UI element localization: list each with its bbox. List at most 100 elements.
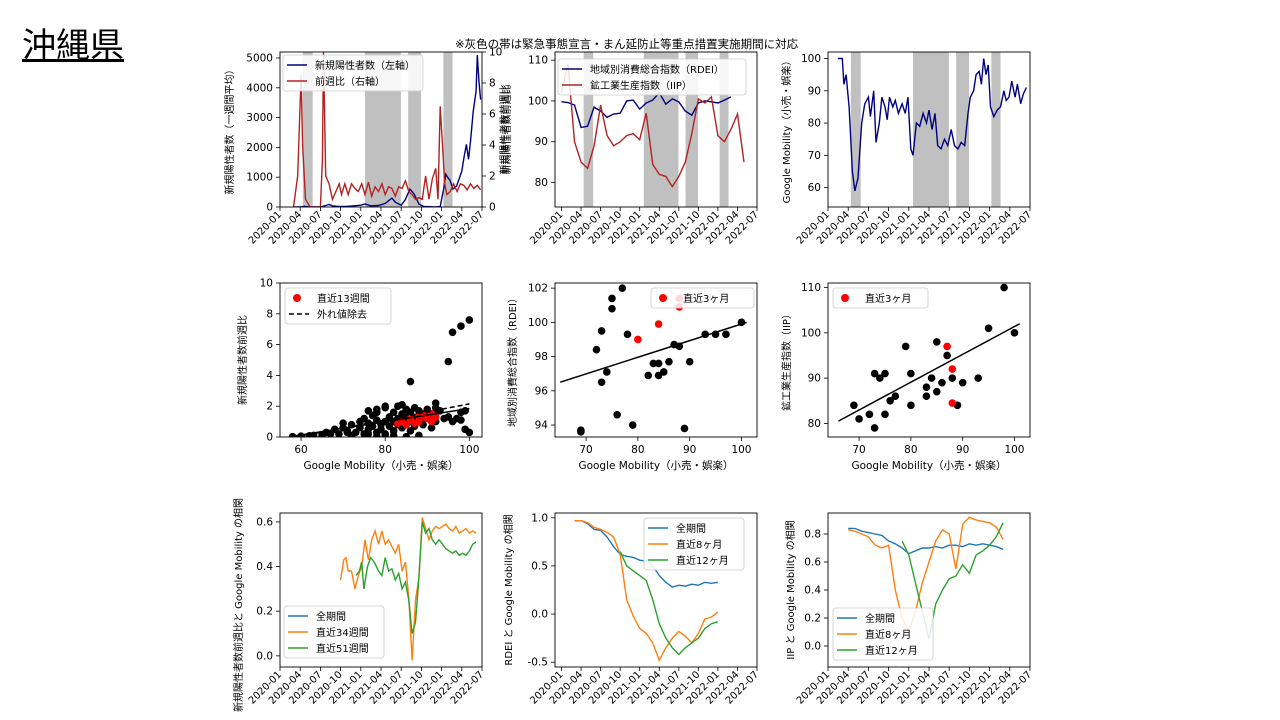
legend-label: 鉱工業生産指数（IIP） bbox=[590, 79, 692, 92]
data-point bbox=[372, 432, 381, 437]
series-line-3 bbox=[901, 522, 1004, 640]
y-tick-label: 0.4 bbox=[256, 561, 273, 573]
data-point bbox=[339, 419, 347, 427]
data-point bbox=[855, 415, 863, 423]
data-point bbox=[870, 424, 879, 432]
data-point bbox=[597, 378, 606, 387]
axes-frame bbox=[554, 282, 758, 438]
y-tick-label: 100 bbox=[528, 317, 548, 329]
emergency-band bbox=[956, 52, 970, 207]
axes-frame bbox=[279, 282, 483, 438]
x-axis-label: Google Mobility（小売・娯楽） bbox=[851, 459, 1006, 472]
data-point bbox=[364, 407, 373, 415]
data-point bbox=[659, 368, 668, 376]
data-point bbox=[628, 421, 637, 429]
data-point bbox=[623, 330, 632, 339]
emergency-band bbox=[719, 52, 729, 207]
plot-area bbox=[339, 517, 477, 661]
data-point bbox=[680, 424, 689, 433]
emergency-band bbox=[991, 52, 1001, 207]
data-point bbox=[448, 328, 457, 337]
y-tick-label: 70 bbox=[808, 150, 821, 162]
y-tick-label: 90 bbox=[535, 136, 548, 148]
x-tick-label: 100 bbox=[731, 444, 751, 456]
y2-tick-label: 8 bbox=[489, 78, 496, 90]
data-point bbox=[602, 368, 611, 376]
y-tick-label: 90 bbox=[808, 373, 821, 385]
emergency-band bbox=[912, 52, 949, 207]
data-point bbox=[943, 351, 951, 360]
y-axis-label: 新規陽性者数前週比 bbox=[236, 315, 249, 405]
chart-corr_rdei: 2020-012020-042020-072020-102021-012021-… bbox=[502, 512, 761, 706]
data-point bbox=[644, 371, 653, 380]
y-tick-label: 3000 bbox=[246, 112, 273, 124]
y-tick-label: 80 bbox=[808, 118, 821, 130]
y-tick-label: 80 bbox=[808, 418, 821, 430]
y2-tick-label: 6 bbox=[489, 109, 496, 121]
data-point bbox=[958, 378, 967, 387]
data-point bbox=[389, 431, 398, 437]
legend-marker bbox=[659, 294, 667, 302]
y2-tick-label: 0 bbox=[489, 202, 496, 214]
data-point bbox=[922, 392, 931, 401]
data-point bbox=[722, 330, 730, 339]
chart-cases: 2020-012020-042020-072020-102021-012021-… bbox=[223, 47, 513, 247]
legend-label: 全期間 bbox=[316, 610, 346, 623]
series-line-2 bbox=[560, 64, 745, 188]
series-line-2 bbox=[355, 521, 477, 634]
series-line-1 bbox=[837, 57, 1028, 192]
data-point bbox=[381, 432, 390, 437]
legend-box bbox=[832, 607, 934, 661]
y-axis-label: 新規陽性者数前週比と Google Mobility の相関 bbox=[232, 498, 245, 712]
data-point bbox=[457, 416, 465, 424]
y-tick-label: 0.2 bbox=[804, 613, 821, 625]
fit-line bbox=[292, 407, 470, 437]
y-tick-label: 94 bbox=[535, 420, 549, 432]
y-tick-label: 0 bbox=[266, 432, 273, 444]
y-tick-label: 0.6 bbox=[804, 557, 821, 569]
fit-line-dashed bbox=[292, 403, 470, 437]
series-line-3 bbox=[619, 551, 719, 656]
emergency-band bbox=[583, 52, 594, 207]
plot-area bbox=[848, 516, 1004, 640]
recent-point bbox=[943, 342, 951, 351]
x-tick-label: 80 bbox=[904, 444, 917, 456]
legend-label: 直近34週間 bbox=[316, 626, 369, 639]
emergency-band bbox=[850, 52, 861, 207]
data-point bbox=[1010, 329, 1019, 337]
x-tick-label: 70 bbox=[852, 444, 865, 456]
y-tick-label: 10 bbox=[260, 278, 273, 290]
recent-point bbox=[431, 413, 440, 421]
axes-frame bbox=[554, 512, 758, 668]
data-point bbox=[381, 402, 390, 411]
y-tick-label: 0.6 bbox=[256, 516, 273, 528]
y-tick-label: 4 bbox=[266, 370, 273, 382]
y-tick-label: 4000 bbox=[246, 82, 273, 94]
y-tick-label: -0.5 bbox=[528, 657, 549, 669]
y-tick-label: 0.8 bbox=[804, 529, 821, 541]
fit-line bbox=[838, 323, 1020, 422]
emergency-band bbox=[443, 52, 453, 207]
x-tick-label: 100 bbox=[459, 444, 479, 456]
data-point bbox=[984, 324, 993, 333]
data-point bbox=[618, 284, 627, 292]
x-axis-label: Google Mobility（小売・娯楽） bbox=[303, 459, 458, 472]
y-axis-label: 鉱工業生産指数（IIP） bbox=[780, 309, 793, 411]
data-point bbox=[343, 428, 352, 437]
y-tick-label: 1000 bbox=[246, 172, 273, 184]
legend-label: 直近12ヶ月 bbox=[865, 644, 918, 657]
y-tick-label: 110 bbox=[801, 282, 821, 294]
data-point bbox=[465, 316, 474, 324]
data-point bbox=[444, 357, 453, 366]
data-point bbox=[608, 304, 616, 313]
y-tick-label: 98 bbox=[535, 351, 548, 363]
axes-frame bbox=[279, 512, 483, 668]
y-tick-label: 100 bbox=[801, 327, 821, 339]
data-point bbox=[457, 322, 465, 330]
legend-label: 直近8ヶ月 bbox=[676, 538, 722, 551]
data-point bbox=[415, 431, 423, 437]
y-tick-label: 2 bbox=[266, 401, 273, 413]
data-point bbox=[891, 392, 900, 401]
y-axis-label: RDEI と Google Mobility の相関 bbox=[502, 514, 515, 665]
y-tick-label: 80 bbox=[535, 177, 548, 189]
